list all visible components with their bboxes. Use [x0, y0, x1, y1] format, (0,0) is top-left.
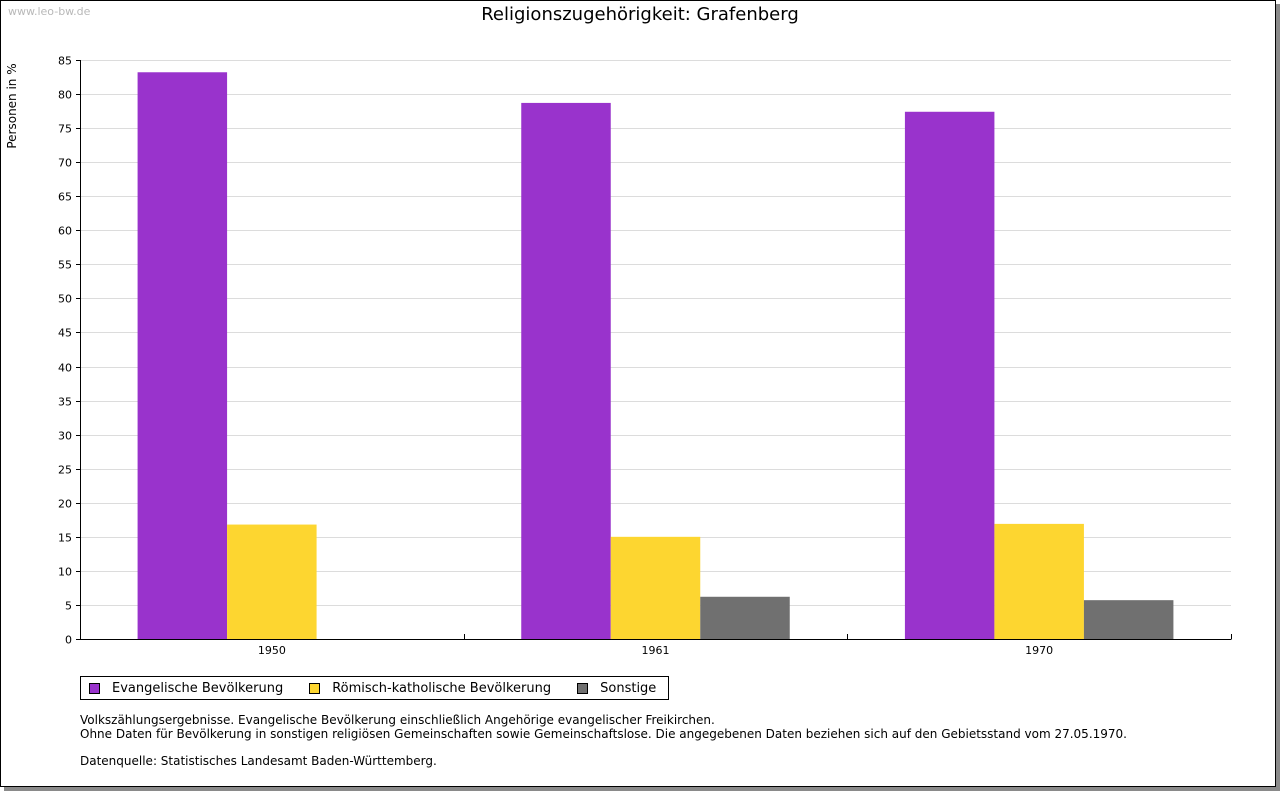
y-tick-label: 55	[58, 259, 72, 272]
y-tick-label: 0	[65, 634, 72, 647]
legend-label-evangelisch: Evangelische Bevölkerung	[112, 680, 284, 696]
legend-swatch-sonstige	[577, 682, 589, 694]
y-tick-label: 35	[58, 396, 72, 409]
bar	[700, 596, 790, 639]
bar	[994, 523, 1084, 639]
legend-label-sonstige: Sonstige	[600, 680, 657, 696]
footnotes: Volkszählungsergebnisse. Evangelische Be…	[80, 713, 1127, 768]
footnote-line-2: Ohne Daten für Bevölkerung in sonstigen …	[80, 727, 1127, 741]
x-tick-label: 1961	[642, 644, 670, 657]
legend: Evangelische Bevölkerung Römisch-katholi…	[80, 676, 670, 700]
legend-item-katholisch: Römisch-katholische Bevölkerung	[309, 681, 551, 696]
y-tick-label: 70	[58, 157, 72, 170]
legend-swatch-katholisch	[309, 682, 321, 694]
bar	[227, 524, 317, 639]
bar	[610, 536, 701, 639]
x-tick-label: 1970	[1025, 644, 1053, 657]
y-tick-label: 75	[58, 123, 72, 136]
x-tick-label: 1950	[258, 644, 286, 657]
chart-title: Religionszugehörigkeit: Grafenberg	[481, 4, 799, 25]
y-tick-label: 80	[58, 89, 72, 102]
y-tick-label: 45	[58, 327, 72, 340]
y-tick-label: 40	[58, 362, 72, 375]
bar	[137, 72, 228, 640]
chart-plot: 0 5 10 15 20 25 30 35 40 45 50 55 60 65 70 75 80 85 1950 19…	[58, 55, 1232, 657]
data-source: Datenquelle: Statistisches Landesamt Bad…	[80, 754, 437, 768]
y-tick-label: 5	[65, 600, 72, 613]
y-tick-label: 10	[58, 566, 72, 579]
bar	[1083, 600, 1174, 639]
y-tick-label: 30	[58, 430, 72, 443]
y-tick-label: 20	[58, 498, 72, 511]
legend-swatch-evangelisch	[89, 682, 100, 694]
footnote-line-1: Volkszählungsergebnisse. Evangelische Be…	[80, 713, 715, 727]
y-tick-label: 85	[58, 55, 72, 68]
y-tick-label: 60	[58, 225, 72, 238]
bar	[521, 102, 611, 639]
y-tick-label: 65	[58, 191, 72, 204]
legend-item-evangelisch: Evangelische Bevölkerung	[89, 681, 283, 696]
legend-label-katholisch: Römisch-katholische Bevölkerung	[332, 680, 552, 696]
y-tick-label: 25	[58, 464, 72, 477]
watermark: www.leo-bw.de	[8, 5, 91, 18]
bar	[904, 111, 995, 639]
y-tick-label: 50	[58, 293, 72, 306]
y-tick-label: 15	[58, 532, 72, 545]
legend-item-sonstige: Sonstige	[577, 681, 656, 696]
